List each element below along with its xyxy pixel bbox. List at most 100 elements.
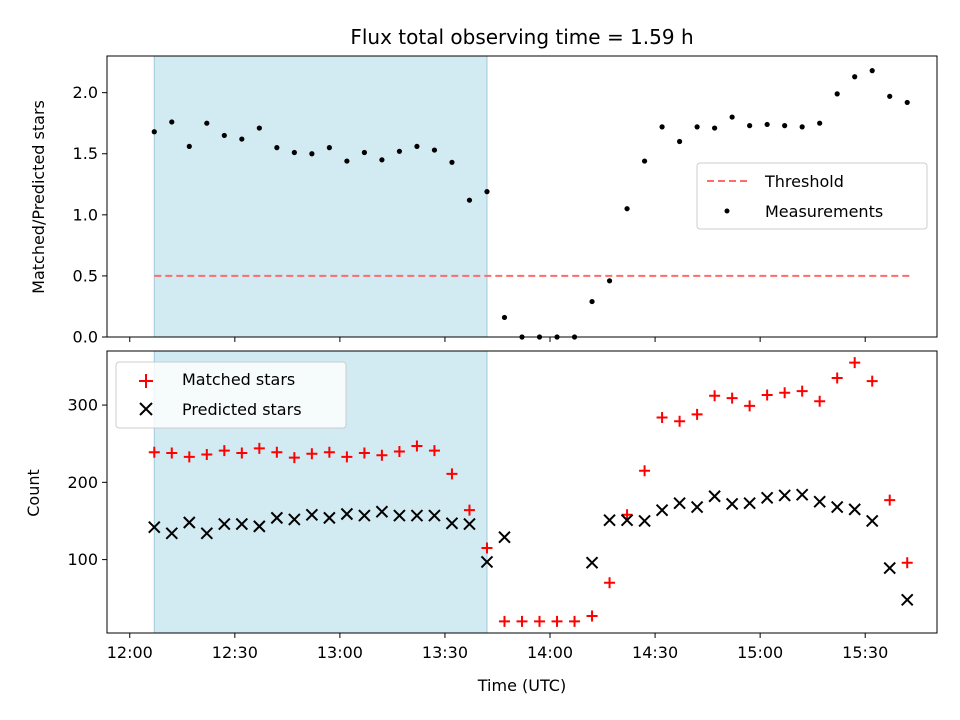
measurement-point xyxy=(694,124,700,130)
measurement-point xyxy=(606,278,613,284)
matched-star-point xyxy=(779,387,791,399)
chart-title: Flux total observing time = 1.59 h xyxy=(350,25,693,49)
top-legend-box xyxy=(696,162,928,230)
matched-star-point xyxy=(323,446,335,458)
matched-star-point xyxy=(796,385,808,397)
measurement-point xyxy=(204,120,210,126)
matched-star-point xyxy=(183,451,195,463)
predicted-star-point xyxy=(480,555,494,569)
predicted-star-point xyxy=(690,500,704,514)
matched-star-point xyxy=(569,615,581,627)
predicted-star-point xyxy=(778,489,791,502)
matched-star-point xyxy=(376,449,388,461)
matched-star-point xyxy=(709,390,721,402)
predicted-star-point xyxy=(760,491,774,505)
predicted-star-point xyxy=(498,530,511,544)
matched-star-point xyxy=(148,446,160,458)
matched-star-point xyxy=(341,451,353,463)
matched-star-point xyxy=(674,415,686,427)
matched-star-point xyxy=(393,445,405,457)
top-y-tick-label: 1.0 xyxy=(73,205,98,224)
predicted-star-point xyxy=(795,488,809,501)
measurement-point xyxy=(834,91,840,97)
x-tick-label: 14:30 xyxy=(632,643,678,662)
measurement-point xyxy=(274,145,280,151)
measurement-point xyxy=(624,206,630,212)
predicted-star-point xyxy=(183,516,196,529)
matched-star-point xyxy=(358,447,370,459)
measurement-point xyxy=(659,124,665,130)
matched-star-point xyxy=(218,445,230,457)
predicted-star-point xyxy=(200,527,214,540)
matched-star-point xyxy=(884,494,896,506)
predicted-star-point xyxy=(603,513,616,527)
predicted-star-point xyxy=(305,508,319,521)
measurement-point xyxy=(239,136,245,142)
matched-star-point xyxy=(271,446,283,458)
legend-predicted-label: Predicted stars xyxy=(182,400,302,419)
measurement-point xyxy=(344,158,350,164)
predicted-star-point xyxy=(638,514,651,528)
top-axes-frame xyxy=(106,55,938,338)
matched-star-point xyxy=(691,408,703,420)
measurement-point xyxy=(676,138,683,145)
predicted-star-point xyxy=(830,500,844,514)
measurement-point xyxy=(712,125,718,131)
measurement-point xyxy=(466,197,473,203)
legend-predicted-swatch xyxy=(139,402,153,416)
measurement-point xyxy=(887,93,893,99)
predicted-star-point xyxy=(323,511,336,525)
predicted-star-point xyxy=(428,509,441,522)
matched-star-point xyxy=(901,557,913,569)
bottom-legend: Matched stars Predicted stars xyxy=(115,361,347,429)
measurement-point xyxy=(764,121,770,128)
predicted-star-point xyxy=(393,509,406,522)
measurement-point xyxy=(641,158,648,164)
matched-star-point xyxy=(428,445,440,457)
measurement-point xyxy=(309,151,315,157)
x-tick-label: 13:00 xyxy=(317,643,363,662)
legend-threshold-label: Threshold xyxy=(764,172,844,191)
predicted-star-point xyxy=(358,509,371,522)
bottom-axes-frame xyxy=(106,350,938,634)
predicted-star-point xyxy=(883,561,896,575)
predicted-star-point xyxy=(655,503,669,517)
top-y-axis-label: Matched/Predicted stars xyxy=(29,100,48,294)
matched-star-point xyxy=(586,610,598,622)
top-legend: Threshold Measurements xyxy=(696,162,928,230)
matched-star-point xyxy=(481,542,493,554)
matched-star-point xyxy=(166,447,178,459)
measurement-point xyxy=(431,147,438,153)
predicted-star-point xyxy=(463,517,476,531)
x-tick-label: 15:00 xyxy=(737,643,783,662)
measurement-point xyxy=(799,124,805,130)
matched-star-point xyxy=(604,577,616,589)
legend-matched-swatch xyxy=(139,374,153,388)
predicted-star-point xyxy=(901,593,914,606)
predicted-star-point xyxy=(148,520,161,534)
measurement-point xyxy=(852,74,858,80)
measurement-point xyxy=(869,68,875,74)
measurement-point xyxy=(396,148,403,154)
x-tick-label: 13:30 xyxy=(422,643,468,662)
matched-star-point xyxy=(656,411,668,423)
predicted-star-point xyxy=(585,556,599,569)
matched-star-point xyxy=(236,447,248,459)
measurement-point xyxy=(484,189,490,195)
x-tick-label: 12:30 xyxy=(212,643,258,662)
bottom-y-tick-label: 100 xyxy=(67,550,98,569)
measurement-point xyxy=(256,125,262,131)
matched-star-point xyxy=(498,615,510,627)
matched-star-point xyxy=(814,395,826,407)
measurement-point xyxy=(449,159,455,165)
matched-star-point xyxy=(726,392,738,404)
measurement-point xyxy=(326,145,332,151)
measurement-point xyxy=(904,99,910,106)
matched-star-point xyxy=(516,615,528,627)
predicted-star-point xyxy=(620,513,634,527)
x-tick-label: 12:00 xyxy=(107,643,153,662)
measurement-point xyxy=(291,149,297,156)
bottom-legend-box xyxy=(115,361,347,429)
matched-star-point xyxy=(253,442,265,454)
top-y-tick-label: 2.0 xyxy=(73,83,98,102)
